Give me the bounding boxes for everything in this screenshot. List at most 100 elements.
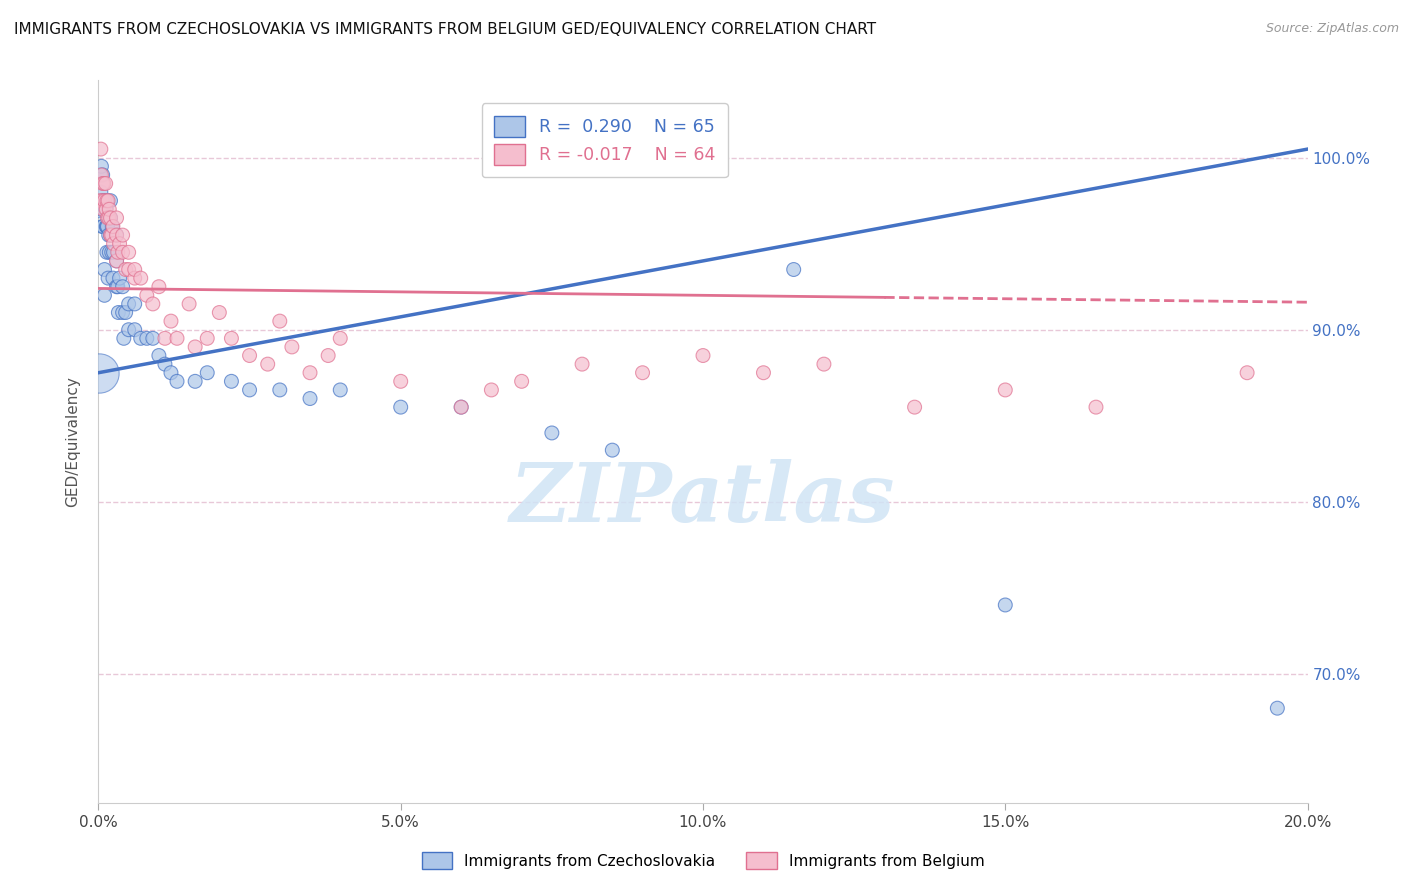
Point bbox=[98, 211, 121, 225]
Point bbox=[96, 245, 118, 260]
Point bbox=[111, 228, 134, 243]
Point bbox=[239, 383, 262, 397]
Point bbox=[97, 194, 120, 208]
Point bbox=[142, 297, 165, 311]
Point bbox=[118, 297, 141, 311]
Point bbox=[129, 271, 152, 285]
Point bbox=[100, 211, 122, 225]
Point bbox=[101, 271, 124, 285]
Point bbox=[994, 383, 1017, 397]
Point bbox=[752, 366, 775, 380]
Point bbox=[179, 297, 201, 311]
Point bbox=[97, 271, 120, 285]
Point bbox=[153, 331, 176, 345]
Point bbox=[90, 159, 112, 173]
Point bbox=[89, 202, 111, 217]
Point bbox=[124, 271, 146, 285]
Point bbox=[1085, 400, 1108, 414]
Point bbox=[108, 236, 131, 251]
Point bbox=[93, 194, 115, 208]
Point bbox=[105, 253, 128, 268]
Point bbox=[93, 288, 115, 302]
Point bbox=[103, 245, 125, 260]
Point bbox=[783, 262, 806, 277]
Point bbox=[97, 211, 120, 225]
Point bbox=[96, 202, 118, 217]
Point bbox=[107, 245, 129, 260]
Point bbox=[91, 202, 114, 217]
Point bbox=[148, 279, 170, 293]
Point bbox=[813, 357, 835, 371]
Point bbox=[124, 262, 146, 277]
Point bbox=[195, 331, 218, 345]
Point bbox=[118, 245, 141, 260]
Text: Source: ZipAtlas.com: Source: ZipAtlas.com bbox=[1265, 22, 1399, 36]
Text: ZIPatlas: ZIPatlas bbox=[510, 459, 896, 540]
Point bbox=[281, 340, 304, 354]
Point bbox=[101, 219, 124, 234]
Point bbox=[90, 142, 112, 156]
Point bbox=[105, 253, 128, 268]
Point bbox=[450, 400, 472, 414]
Point bbox=[94, 202, 117, 217]
Point bbox=[96, 219, 118, 234]
Point bbox=[118, 323, 141, 337]
Point bbox=[107, 279, 129, 293]
Point bbox=[93, 177, 115, 191]
Point bbox=[100, 228, 122, 243]
Point bbox=[87, 366, 110, 380]
Point bbox=[208, 305, 231, 319]
Point bbox=[160, 314, 183, 328]
Point bbox=[450, 400, 472, 414]
Point bbox=[91, 177, 114, 191]
Point bbox=[105, 211, 128, 225]
Point bbox=[93, 262, 115, 277]
Point bbox=[94, 177, 117, 191]
Point bbox=[111, 279, 134, 293]
Point bbox=[142, 331, 165, 345]
Point bbox=[481, 383, 503, 397]
Point bbox=[329, 383, 352, 397]
Point bbox=[91, 194, 114, 208]
Point bbox=[135, 331, 157, 345]
Point bbox=[316, 349, 339, 363]
Point bbox=[91, 219, 114, 234]
Point bbox=[90, 202, 112, 217]
Point bbox=[256, 357, 278, 371]
Point bbox=[100, 228, 122, 243]
Point bbox=[195, 366, 218, 380]
Point bbox=[269, 383, 291, 397]
Point bbox=[631, 366, 654, 380]
Point bbox=[91, 194, 114, 208]
Point bbox=[111, 305, 134, 319]
Legend: R =  0.290    N = 65, R = -0.017    N = 64: R = 0.290 N = 65, R = -0.017 N = 64 bbox=[482, 103, 728, 177]
Point bbox=[389, 400, 412, 414]
Point bbox=[98, 245, 121, 260]
Point bbox=[221, 331, 243, 345]
Point bbox=[90, 168, 112, 182]
Point bbox=[221, 374, 243, 388]
Point bbox=[184, 374, 207, 388]
Point bbox=[166, 331, 188, 345]
Point bbox=[692, 349, 714, 363]
Point bbox=[96, 219, 118, 234]
Point bbox=[96, 194, 118, 208]
Point bbox=[100, 228, 122, 243]
Point bbox=[160, 366, 183, 380]
Point bbox=[571, 357, 593, 371]
Point bbox=[904, 400, 927, 414]
Point bbox=[96, 194, 118, 208]
Point bbox=[90, 185, 112, 199]
Point bbox=[299, 392, 322, 406]
Point bbox=[329, 331, 352, 345]
Point bbox=[153, 357, 176, 371]
Point bbox=[100, 194, 122, 208]
Point bbox=[510, 374, 533, 388]
Point bbox=[98, 202, 121, 217]
Point bbox=[124, 323, 146, 337]
Point bbox=[118, 262, 141, 277]
Point bbox=[96, 211, 118, 225]
Point bbox=[105, 228, 128, 243]
Point bbox=[602, 443, 624, 458]
Point bbox=[108, 271, 131, 285]
